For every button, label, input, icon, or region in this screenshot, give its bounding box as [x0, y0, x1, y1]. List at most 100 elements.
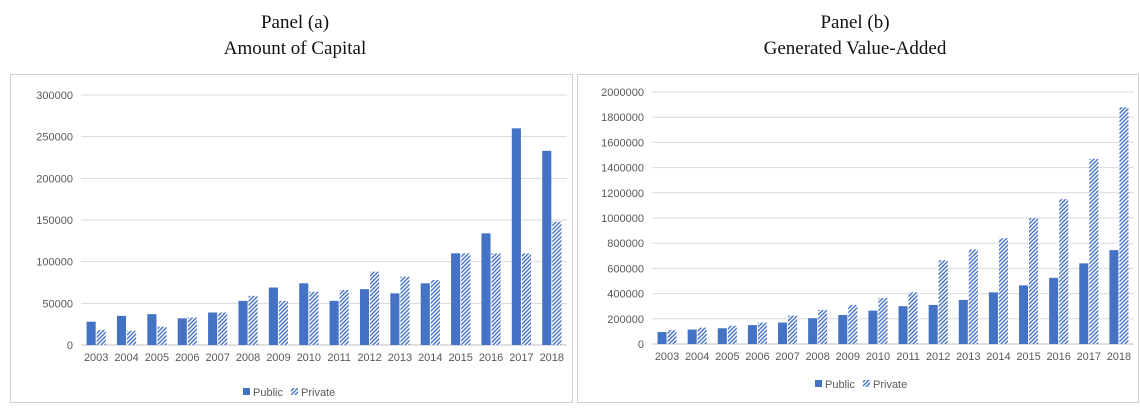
x-tick-label: 2013	[388, 352, 412, 364]
bar-private-2008	[818, 309, 828, 344]
legend-label-public: Public	[253, 387, 283, 399]
x-tick-label: 2012	[926, 351, 950, 363]
y-tick-label: 100000	[36, 257, 73, 269]
bar-private-2018	[1119, 107, 1129, 344]
x-tick-label: 2005	[145, 352, 169, 364]
bar-public-2004	[116, 315, 127, 345]
bar-private-2013	[400, 276, 410, 345]
x-tick-label: 2006	[175, 352, 199, 364]
y-tick-label: 800000	[607, 238, 644, 250]
bar-public-2011	[329, 300, 339, 345]
bar-private-2005	[157, 326, 167, 345]
legend-swatch-public	[243, 388, 250, 395]
legend-label-public: Public	[825, 379, 855, 391]
bar-private-2012	[370, 271, 380, 345]
legend-swatch-private	[863, 380, 870, 387]
bar-public-2005	[717, 328, 727, 344]
bar-public-2003	[657, 332, 667, 344]
bar-public-2009	[268, 287, 278, 345]
bar-public-2008	[238, 300, 248, 345]
bar-public-2018	[542, 150, 552, 345]
legend-swatch-public	[815, 380, 822, 387]
x-tick-label: 2008	[236, 352, 260, 364]
y-tick-label: 2000000	[601, 87, 644, 99]
bar-public-2003	[86, 321, 96, 345]
bar-private-2012	[938, 260, 948, 344]
bar-private-2014	[430, 280, 440, 345]
x-tick-label: 2010	[297, 352, 321, 364]
bar-public-2012	[928, 304, 938, 344]
x-tick-label: 2016	[1046, 351, 1070, 363]
x-tick-label: 2004	[685, 351, 709, 363]
y-tick-label: 200000	[36, 173, 73, 185]
bar-private-2004	[697, 327, 707, 344]
bar-private-2008	[248, 295, 258, 345]
x-tick-label: 2013	[956, 351, 980, 363]
bar-private-2005	[727, 325, 737, 344]
x-tick-label: 2018	[1107, 351, 1131, 363]
x-tick-label: 2011	[327, 352, 351, 364]
bar-public-2015	[1019, 285, 1029, 344]
legend-label-private: Private	[873, 379, 907, 391]
bar-private-2015	[461, 253, 471, 345]
bar-public-2011	[898, 306, 908, 344]
bar-private-2006	[187, 317, 197, 345]
y-tick-label: 0	[67, 340, 73, 352]
bar-private-2003	[96, 330, 106, 345]
y-tick-label: 1200000	[601, 188, 644, 200]
x-tick-label: 2012	[357, 352, 381, 364]
bar-public-2007	[778, 322, 788, 344]
y-tick-label: 1600000	[601, 137, 644, 149]
bar-public-2009	[838, 315, 848, 344]
x-tick-label: 2007	[775, 351, 799, 363]
x-tick-label: 2015	[1016, 351, 1040, 363]
bar-private-2009	[848, 304, 858, 344]
bar-private-2009	[278, 300, 289, 345]
y-tick-label: 1800000	[601, 112, 644, 124]
bar-public-2008	[808, 318, 818, 344]
y-tick-label: 250000	[36, 132, 73, 144]
x-tick-label: 2014	[986, 351, 1010, 363]
x-tick-label: 2009	[836, 351, 860, 363]
bar-public-2010	[299, 283, 309, 345]
bar-private-2016	[491, 253, 501, 345]
bar-private-2017	[521, 253, 532, 345]
bar-public-2017	[1079, 263, 1089, 344]
bar-public-2006	[177, 318, 187, 345]
bar-public-2004	[687, 329, 697, 344]
x-tick-label: 2017	[509, 352, 533, 364]
y-tick-label: 400000	[607, 289, 644, 301]
bar-private-2007	[218, 312, 228, 345]
x-tick-label: 2003	[84, 352, 108, 364]
y-tick-label: 50000	[42, 298, 73, 310]
x-tick-label: 2008	[805, 351, 829, 363]
panel-b-chart-title: Generated Value-Added	[763, 38, 947, 59]
bar-private-2018	[552, 221, 562, 345]
bar-public-2015	[451, 253, 461, 345]
x-tick-label: 2017	[1077, 351, 1101, 363]
y-tick-label: 600000	[607, 263, 644, 275]
bar-public-2018	[1109, 250, 1119, 344]
y-tick-label: 1400000	[601, 163, 644, 175]
legend-swatch-private	[291, 388, 298, 395]
bar-private-2014	[998, 238, 1008, 344]
y-tick-label: 1000000	[601, 213, 644, 225]
x-tick-label: 2015	[448, 352, 472, 364]
bar-public-2007	[208, 312, 218, 345]
bar-public-2016	[1049, 277, 1059, 344]
bar-public-2006	[747, 325, 757, 344]
bar-public-2016	[481, 233, 491, 345]
bar-public-2013	[390, 293, 400, 345]
x-tick-label: 2006	[745, 351, 769, 363]
bar-private-2010	[309, 291, 319, 345]
bar-private-2011	[339, 290, 349, 345]
x-tick-label: 2009	[266, 352, 290, 364]
x-tick-label: 2004	[114, 352, 138, 364]
bar-private-2015	[1029, 218, 1039, 344]
bar-private-2003	[667, 330, 677, 344]
y-tick-label: 150000	[36, 215, 73, 227]
x-tick-label: 2018	[540, 352, 564, 364]
panel-b-label: Panel (b)	[820, 12, 890, 33]
bar-private-2017	[1089, 158, 1099, 344]
y-tick-label: 300000	[36, 90, 73, 102]
